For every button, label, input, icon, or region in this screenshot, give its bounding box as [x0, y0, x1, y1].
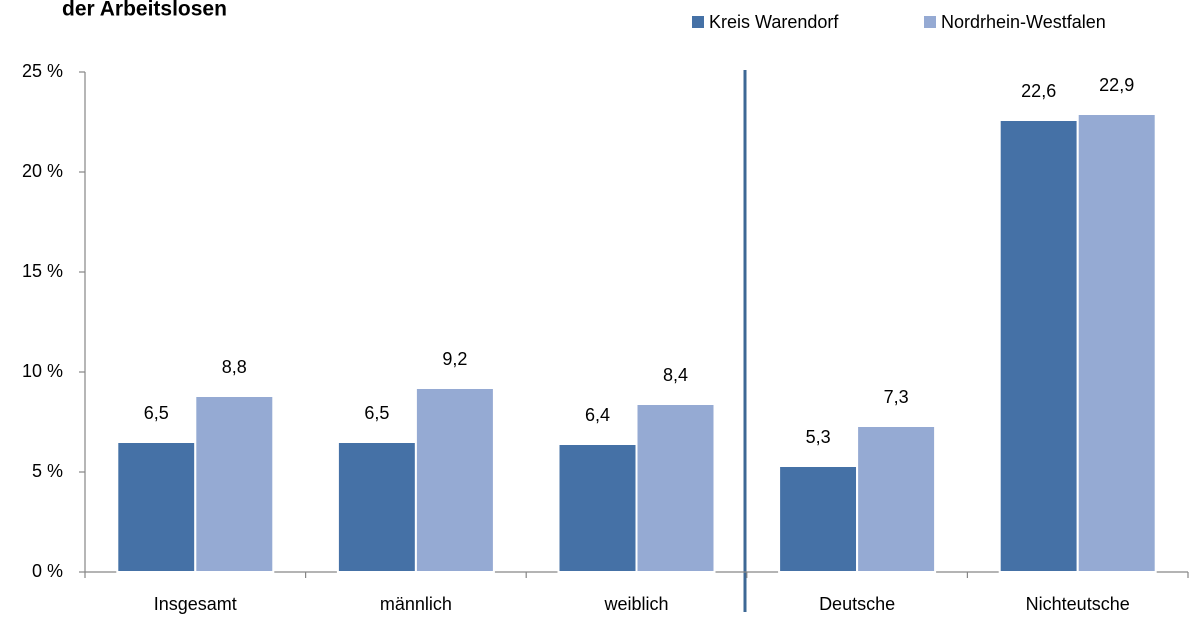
- data-label: 7,3: [884, 387, 909, 407]
- x-tick-label: Insgesamt: [154, 594, 237, 614]
- bar: [778, 465, 859, 573]
- data-label: 5,3: [806, 427, 831, 447]
- y-tick-label: 5 %: [32, 461, 63, 481]
- x-tick-label: Deutsche: [819, 594, 895, 614]
- data-label: 8,8: [222, 357, 247, 377]
- y-tick-label: 20 %: [22, 161, 63, 181]
- bar: [557, 443, 638, 573]
- data-label: 8,4: [663, 365, 688, 385]
- bar: [414, 387, 495, 573]
- x-tick-label: männlich: [380, 594, 452, 614]
- data-label: 6,5: [144, 403, 169, 423]
- chart-title: der Arbeitslosen: [62, 0, 227, 21]
- legend-label: Kreis Warendorf: [709, 12, 839, 32]
- bar: [194, 395, 275, 573]
- y-tick-label: 10 %: [22, 361, 63, 381]
- y-tick-label: 25 %: [22, 61, 63, 81]
- data-label: 9,2: [442, 349, 467, 369]
- bar: [998, 119, 1079, 573]
- data-label: 22,6: [1021, 81, 1056, 101]
- x-tick-label: Nichteutsche: [1026, 594, 1130, 614]
- x-tick-label: weiblich: [603, 594, 668, 614]
- bar: [856, 425, 937, 573]
- data-label: 22,9: [1099, 75, 1134, 95]
- data-label: 6,5: [364, 403, 389, 423]
- data-label: 6,4: [585, 405, 610, 425]
- bar: [1076, 113, 1157, 573]
- bar: [336, 441, 417, 573]
- bar: [635, 403, 716, 573]
- legend-label: Nordrhein-Westfalen: [941, 12, 1106, 32]
- legend-swatch: [692, 16, 704, 28]
- bar: [116, 441, 197, 573]
- y-tick-label: 0 %: [32, 561, 63, 581]
- y-tick-label: 15 %: [22, 261, 63, 281]
- legend-swatch: [924, 16, 936, 28]
